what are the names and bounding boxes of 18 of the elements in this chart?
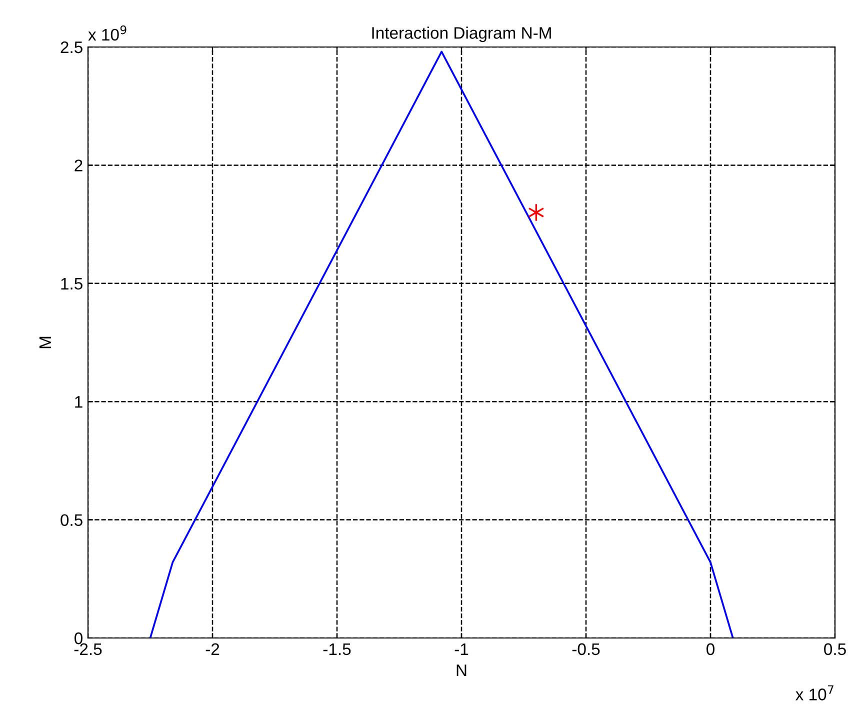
x-tick-label: -1 — [454, 643, 468, 655]
y-tick-label: 1.5 — [61, 278, 82, 290]
x-tick-label: -2.5 — [74, 643, 102, 656]
x-tick-label: -2 — [206, 643, 220, 655]
y-tick-label: 0 — [74, 632, 82, 644]
y-tick-label: 2.5 — [60, 41, 82, 54]
y-axis-title: M — [39, 336, 51, 348]
x-tick-label: -0.5 — [572, 643, 600, 656]
chart-title: Interaction Diagram N-M — [372, 26, 551, 42]
x-tick-label: -1.5 — [323, 643, 351, 656]
x-axis-title: N — [456, 664, 466, 676]
text: x 10$^{7}$ — [796, 685, 834, 700]
text: x 10$^{9}$ — [88, 25, 126, 41]
x-tick-label: 0.5 — [824, 643, 846, 656]
x-tick-label: 0 — [706, 643, 714, 656]
y-tick-label: 2 — [74, 160, 82, 172]
y-tick-label: 0.5 — [60, 514, 82, 526]
y-tick-label: 1 — [75, 396, 82, 408]
